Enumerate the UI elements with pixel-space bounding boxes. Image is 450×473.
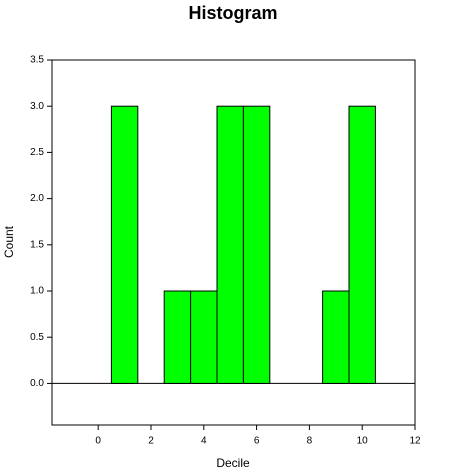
y-tick-label: 3.0 [30, 101, 44, 112]
bar [110, 105, 139, 384]
plot-frame [51, 59, 416, 426]
y-tick-label: 1.0 [30, 286, 44, 297]
x-tick-label: 12 [409, 436, 421, 447]
x-tick-label: 10 [357, 436, 369, 447]
x-tick-label: 6 [254, 436, 260, 447]
bar [216, 105, 244, 384]
bar [242, 105, 271, 384]
y-tick-label: 3.5 [30, 55, 44, 66]
x-tick-label: 8 [307, 436, 313, 447]
y-tick-label: 2.0 [30, 193, 44, 204]
bar [348, 105, 376, 384]
y-tick-label: 2.5 [30, 147, 44, 158]
bar [322, 290, 350, 384]
x-tick-label: 0 [95, 436, 101, 447]
chart-title: Histogram [188, 3, 277, 23]
y-tick-label: 0.0 [30, 378, 44, 389]
bar [190, 290, 218, 384]
x-axis-label: Decile [216, 456, 250, 470]
x-tick-label: 2 [148, 436, 154, 447]
bar [163, 290, 192, 384]
y-tick-label: 1.5 [30, 239, 44, 250]
y-tick-label: 0.5 [30, 332, 44, 343]
x-tick-label: 4 [201, 436, 207, 447]
y-axis-label: Count [2, 225, 16, 258]
